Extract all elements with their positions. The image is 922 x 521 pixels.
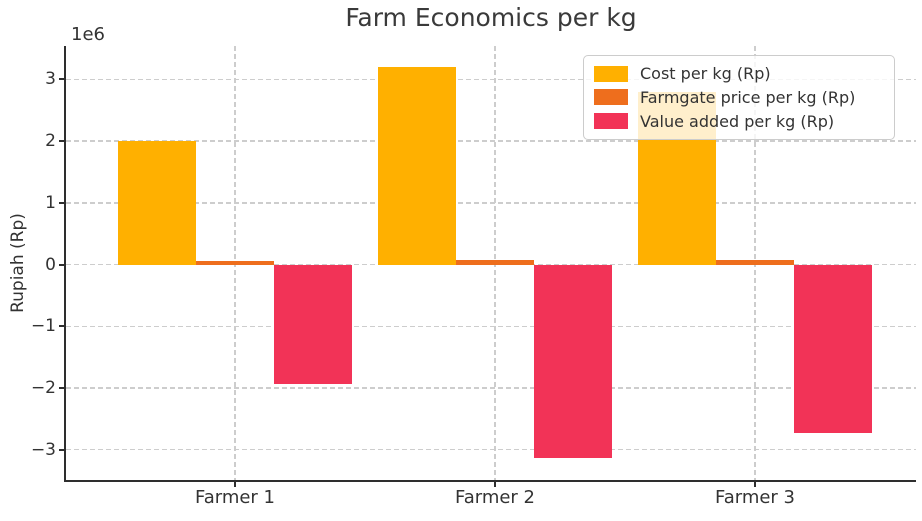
legend-item: Cost per kg (Rp) [594,64,884,83]
x-tick-mark [754,480,756,487]
legend-item: Value added per kg (Rp) [594,112,884,131]
x-tick-label: Farmer 1 [195,487,275,508]
y-tick-mark [59,263,66,266]
legend-swatch-icon [594,113,628,130]
y-tick-mark [59,325,66,328]
bar-farmgate-price-1 [196,260,274,265]
bar-value-added-3 [794,264,872,434]
x-tick-mark [234,480,236,487]
bar-cost-2 [378,66,456,265]
y-gridline [66,202,916,204]
bar-value-added-2 [534,264,612,458]
bar-value-added-1 [274,264,352,385]
y-tick-label: −1 [30,316,56,337]
y-gridline [66,387,916,389]
y-tick-label: −2 [30,378,56,398]
x-tick-label: Farmer 3 [715,487,795,508]
y-tick-mark [59,140,66,143]
y-tick-label: −3 [30,439,56,460]
legend-label: Farmgate price per kg (Rp) [640,87,856,107]
x-axis-spine [64,480,916,482]
legend-swatch-icon [594,89,628,106]
y-tick-mark [59,78,66,81]
y-axis-spine [64,46,66,482]
y-gridline [66,325,916,328]
x-tick-label: Farmer 2 [455,487,535,508]
y-axis-offset-text: 1e6 [71,24,105,45]
y-tick-mark [59,448,66,451]
y-tick-mark [59,201,66,204]
legend: Cost per kg (Rp) Farmgate price per kg (R… [583,55,895,140]
y-gridline [66,78,916,81]
y-tick-label: 2 [45,131,56,152]
x-tick-mark [494,480,496,487]
legend-swatch-icon [594,65,628,82]
chart-title: Farm Economics per kg [345,3,637,32]
y-tick-label: 0 [45,254,56,275]
bar-farmgate-price-2 [456,260,534,265]
y-gridline [66,140,916,142]
y-gridline [66,448,916,451]
legend-item: Farmgate price per kg (Rp) [594,88,884,107]
legend-label: Value added per kg (Rp) [640,111,835,131]
legend-label: Cost per kg (Rp) [640,64,771,84]
y-tick-label: 3 [45,69,56,90]
bar-farmgate-price-3 [716,260,794,265]
y-tick-label: 1 [45,192,56,213]
bar-cost-1 [118,141,196,265]
y-gridline [66,263,916,266]
y-tick-mark [59,387,66,389]
